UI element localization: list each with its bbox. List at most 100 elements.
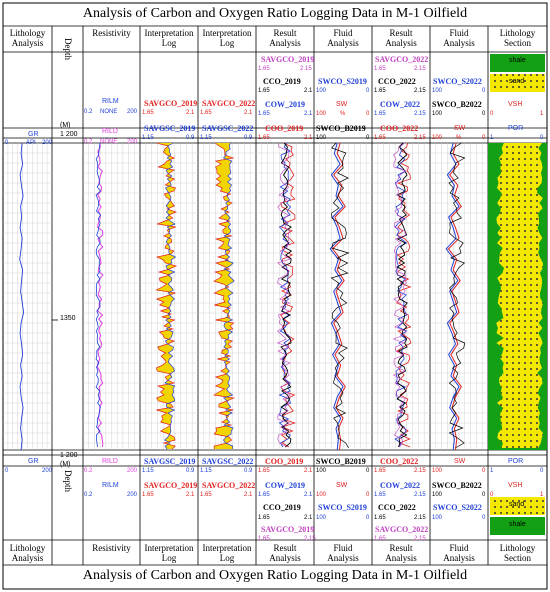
legend-shale-label-top: shale [509, 57, 526, 64]
legend-shale-top [490, 54, 545, 72]
f1-swco-min-top: 100 [316, 88, 327, 94]
r1-cow-min-top: 1.65 [258, 111, 270, 117]
depth-start-bottom: 1 200 [60, 452, 78, 459]
f1-swco-label-top: SWCO_S2019 [318, 77, 367, 86]
r1-cow-label-top: COW_2019 [265, 100, 305, 109]
fluid-2019-swco-b-curve [330, 142, 350, 449]
legend-sand-label-top: sand [509, 78, 525, 85]
r2-cow-label-top: COW_2022 [380, 100, 420, 109]
f1-swco-label-bottom: SWCO_S2019 [318, 503, 367, 512]
legend-shale-bottom [490, 517, 545, 535]
savgco2019-label-top: SAVGCO_2019 [144, 99, 198, 108]
f1-swco-max-top: 0 [366, 88, 370, 94]
column-header-res2: Result Analysis [385, 543, 417, 563]
r2-cco-max-top: 2.15 [414, 88, 426, 94]
savgsc2019-max-top: 0.9 [186, 135, 195, 141]
f2-swco-b-max-top: 0 [482, 111, 486, 117]
f2-sw-label-bottom: SW [454, 458, 466, 465]
f2-sw-max-bottom: 0 [482, 468, 486, 474]
gr-curve [19, 142, 25, 451]
depth-header-bottom: Depth [63, 470, 73, 492]
f2-sw-max-top: 0 [482, 135, 486, 141]
savgsc2022-max-bottom: 0.9 [244, 468, 253, 474]
column-header-int2: Interpretation Log [202, 28, 252, 48]
savgsc2022-min-bottom: 1.15 [200, 468, 212, 474]
column-header-flu1: Fluid Analysis [327, 28, 359, 48]
savgco2022-label-bottom: SAVGCO_2022 [202, 481, 256, 490]
vsh-min-bottom: 0 [490, 492, 494, 498]
rild-curve [96, 142, 104, 448]
fluid-2019-swco-curve [329, 142, 344, 451]
r1-cco-max-bottom: 2.1 [304, 515, 313, 521]
gr-label-top: GR [28, 131, 39, 138]
r1-coo-label-top: COO_2019 [265, 124, 304, 133]
f2-swco-b-label-top: SWCO_B2022 [432, 100, 482, 109]
vsh-label-top: VSH [508, 101, 523, 108]
result-2022-cow-curve [394, 142, 408, 448]
column-header-res1: Result Analysis [269, 28, 301, 48]
savgco2022-min-bottom: 1.65 [200, 492, 212, 498]
column-header-res: Resistivity [92, 543, 131, 553]
result-2022-cco-curve [396, 142, 408, 448]
r2-cow-label-bottom: COW_2022 [380, 481, 420, 490]
f1-sw-max-bottom: 0 [366, 492, 370, 498]
f2-swco-max-top: 0 [482, 88, 486, 94]
savgsc2019-max-bottom: 0.9 [186, 468, 195, 474]
interp-2022-savgco-curve [213, 142, 236, 450]
por-max-bottom: 0 [540, 468, 544, 474]
f1-swco-b-label-top: SWCO_B2019 [316, 124, 366, 133]
r2-savgco-max-bottom: 2.15 [414, 536, 426, 542]
por-min-bottom: 1 [490, 468, 494, 474]
savgsc2022-label-top: SAVGSC_2022 [202, 124, 254, 133]
r2-cow-min-bottom: 1.65 [374, 492, 386, 498]
depth-start-top: 1 200 [60, 131, 78, 138]
r1-savgco-max-bottom: 2.15 [304, 536, 316, 542]
r1-cow-label-bottom: COW_2019 [265, 481, 305, 490]
r1-savgco-min-bottom: 1.65 [258, 536, 270, 542]
rild-min-bottom: 0.2 [84, 468, 93, 474]
f2-swco-b-min-top: 100 [432, 111, 443, 117]
r2-cco-max-bottom: 2.15 [414, 515, 426, 521]
interp-2019-savgsc-curve [164, 142, 177, 450]
r2-cco-min-bottom: 1.65 [374, 515, 386, 521]
r1-coo-label-bottom: COO_2019 [265, 457, 304, 466]
interp-2022-savgsc-curve [222, 142, 235, 449]
f1-swco-b-min-bottom: 100 [316, 468, 327, 474]
legend-sand-top [490, 74, 545, 92]
vsh-label-bottom: VSH [508, 482, 523, 489]
savgsc2022-max-top: 0.9 [244, 135, 253, 141]
r1-cow-max-top: 2.1 [304, 111, 313, 117]
sand-body [496, 143, 543, 448]
gr-min-bottom: 0 [5, 468, 9, 474]
savgco2019-max-top: 2.1 [186, 110, 195, 116]
savgsc2019-min-top: 1.15 [142, 135, 154, 141]
f1-swco-b-min-top: 100 [316, 135, 327, 141]
r2-cow-min-top: 1.65 [374, 111, 386, 117]
f1-sw-min-top: 100 [316, 111, 327, 117]
r2-savgco-min-bottom: 1.65 [374, 536, 386, 542]
por-min-top: 1 [490, 135, 494, 141]
f1-swco-b-max-top: 0 [366, 135, 370, 141]
depth-tick-label-1350: 1350 [60, 315, 76, 322]
f1-swco-b-label-bottom: SWCO_B2019 [316, 457, 366, 466]
legend-sand-bottom [490, 497, 545, 515]
r2-cco-label-bottom: CCO_2022 [378, 503, 416, 512]
interp-2019-fill [156, 143, 177, 449]
column-header-res2: Result Analysis [385, 28, 417, 48]
r2-savgco-label-bottom: SAVGCO_2022 [375, 525, 429, 534]
vsh-min-top: 0 [490, 111, 494, 117]
f2-sw-label-top: SW [454, 125, 466, 132]
r1-savgco-label-bottom: SAVGCO_2019 [261, 525, 315, 534]
r1-cco-label-bottom: CCO_2019 [263, 503, 301, 512]
savgsc2022-min-top: 1.15 [200, 135, 212, 141]
fluid-2022-swco-b-curve [448, 142, 466, 449]
r2-cow-max-top: 2.15 [414, 111, 426, 117]
r2-coo-max-bottom: 2.15 [414, 468, 426, 474]
gr-min-top: 0 [5, 140, 9, 146]
interp-2019-savgco-curve [155, 142, 178, 450]
por-max-top: 0 [540, 135, 544, 141]
f1-sw-unit-top: % [340, 111, 346, 117]
result-2022-coo-curve [395, 142, 412, 448]
f2-swco-min-bottom: 100 [432, 515, 443, 521]
